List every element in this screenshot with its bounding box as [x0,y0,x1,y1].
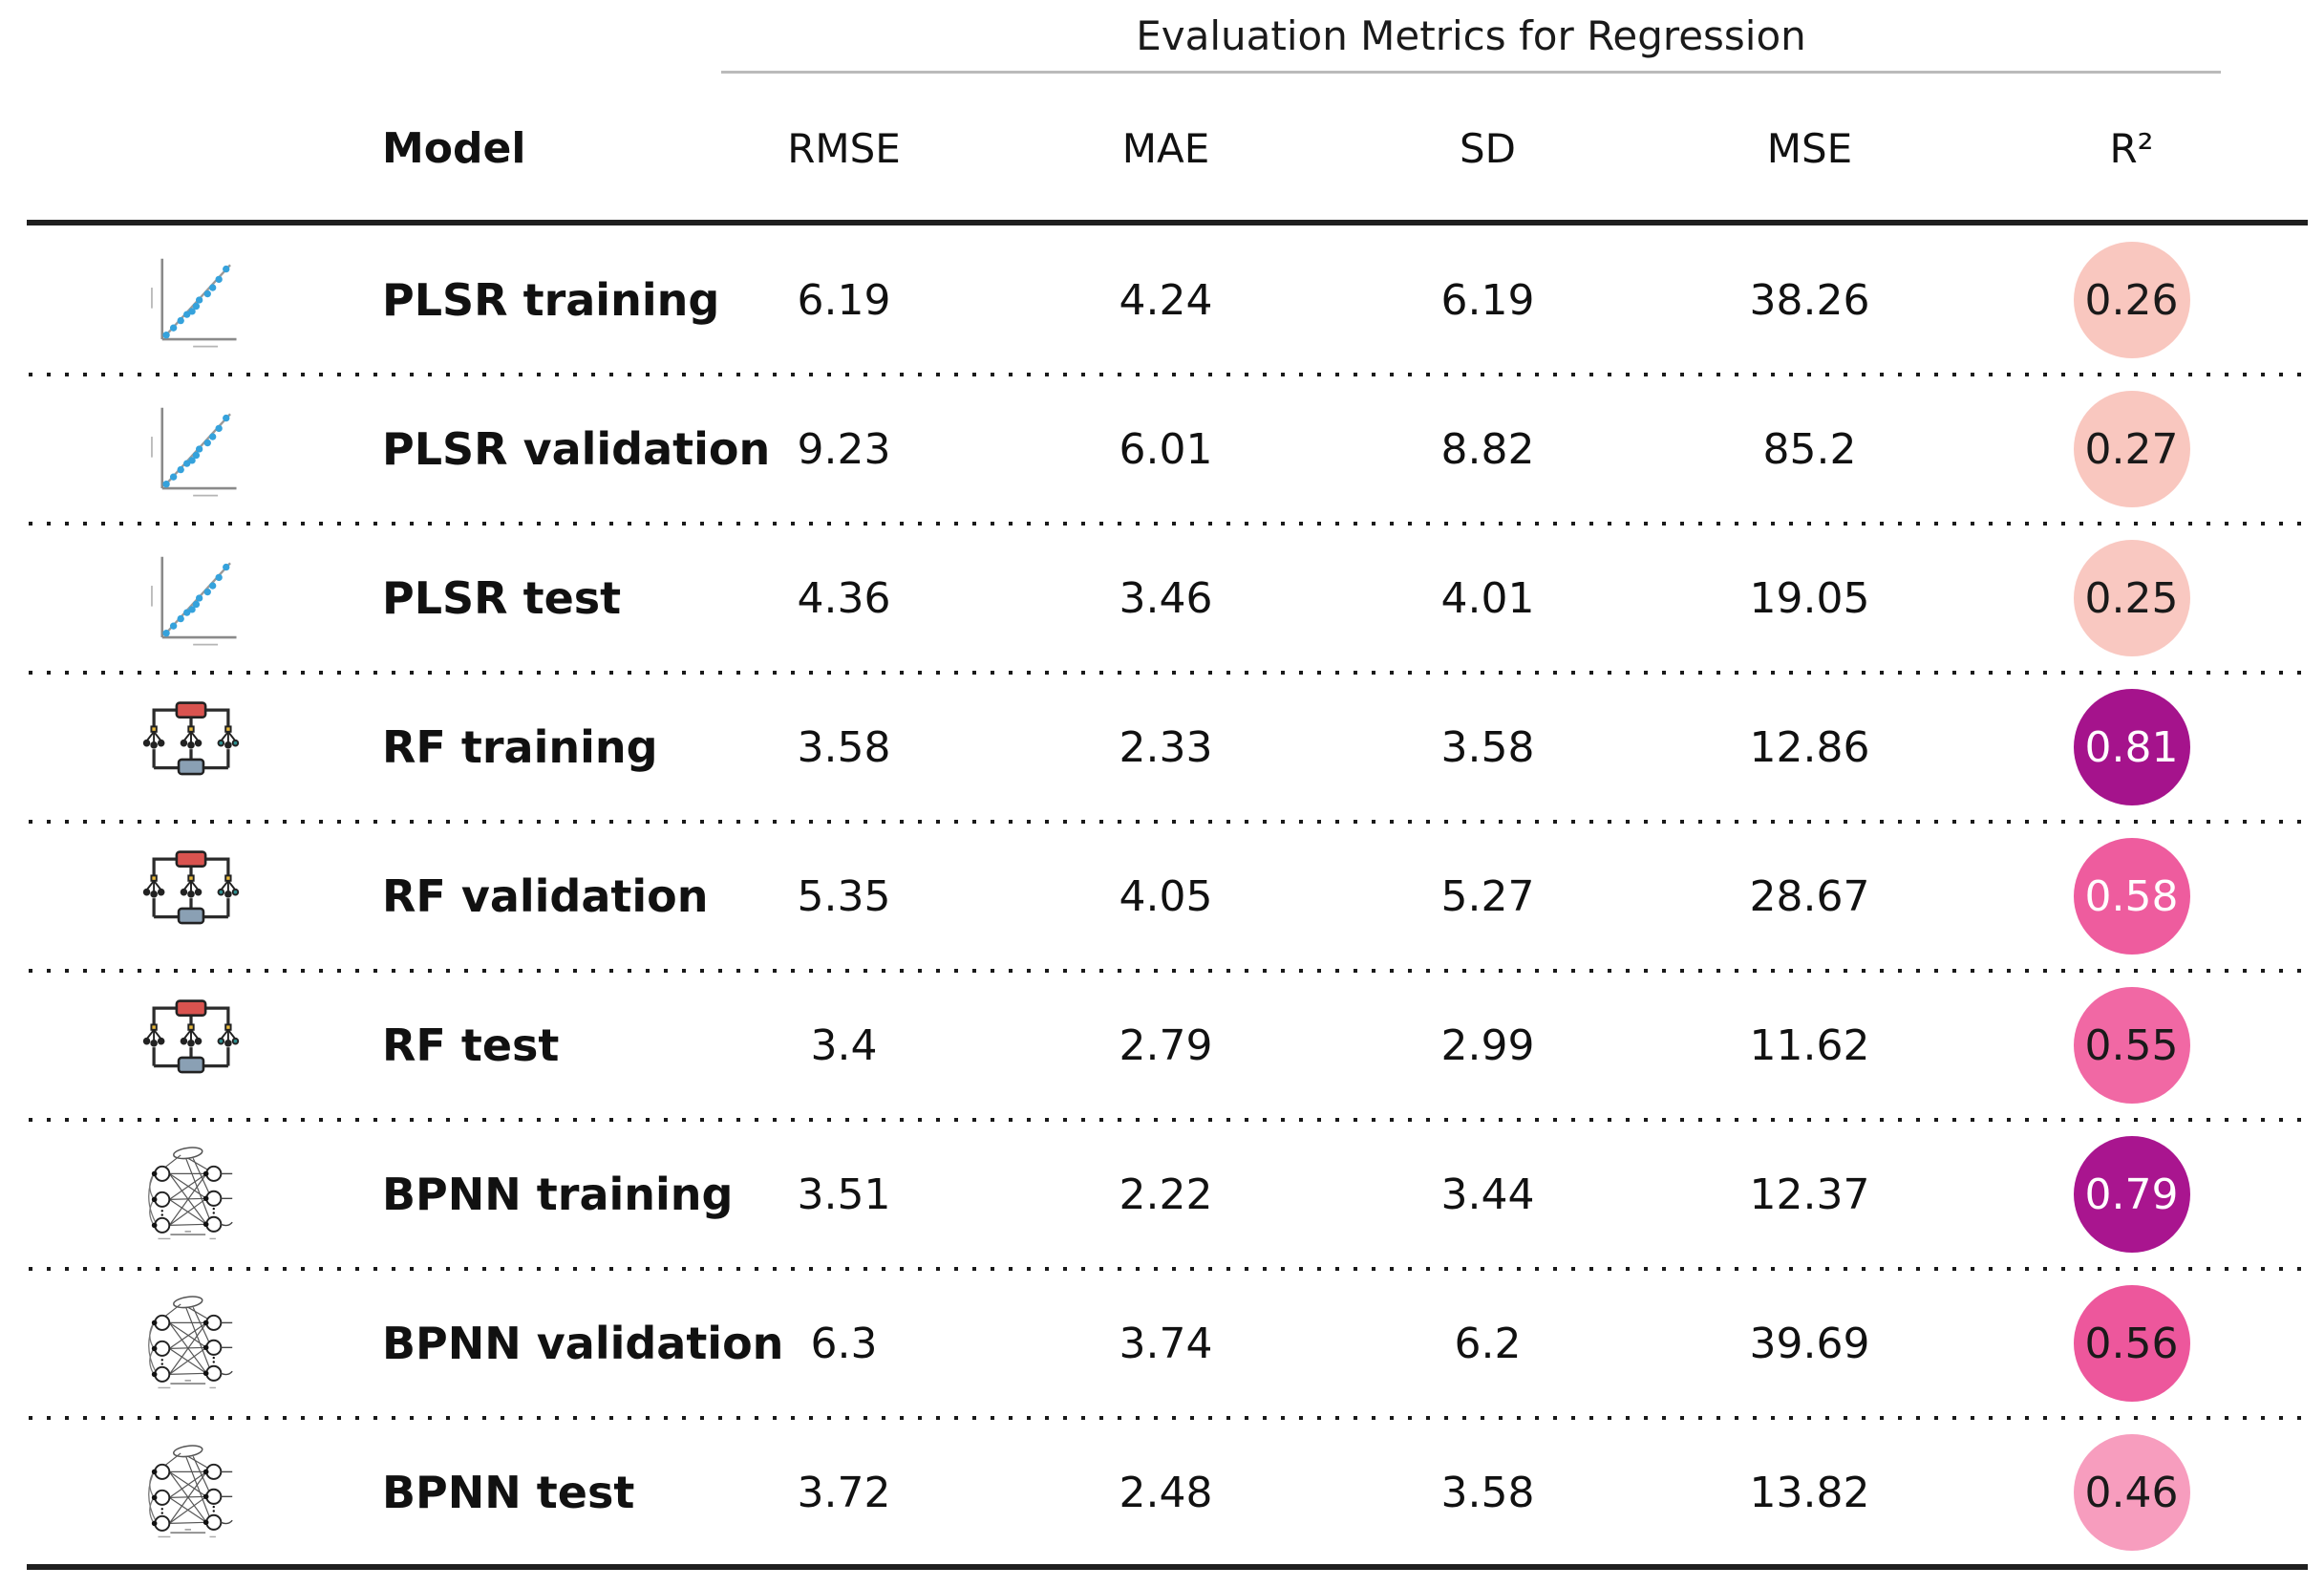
model-name: PLSR test [382,572,622,624]
mse-value: 19.05 [1749,573,1870,623]
model-name: PLSR validation [382,423,771,475]
table-row: RF test 3.4 2.79 2.99 11.62 0.55 [0,969,2324,1120]
rmse-value: 6.3 [810,1319,878,1368]
mse-value: 13.82 [1749,1468,1870,1517]
random-forest-icon [0,843,382,950]
table-row: PLSR test 4.36 3.46 4.01 19.05 0.25 [0,522,2324,673]
mse-value: 38.26 [1749,275,1870,325]
r2-cell: 0.26 [1971,242,2292,358]
r2-cell: 0.46 [1971,1434,2292,1551]
model-name: RF test [382,1019,560,1071]
title-underline [721,71,2221,74]
table-row: BPNN training 3.51 2.22 3.44 12.37 0.79 [0,1118,2324,1269]
sd-value: 8.82 [1440,424,1535,474]
scatter-plot-icon [0,247,382,354]
rmse-value: 3.51 [797,1170,891,1219]
model-name: BPNN test [382,1467,635,1518]
table-bottom-line [27,1564,2308,1570]
mse-value: 11.62 [1749,1020,1870,1070]
model-name: BPNN training [382,1169,734,1220]
sd-value: 6.19 [1440,275,1535,325]
header-row: Model RMSE MAE SD MSE R² [0,74,2324,223]
mae-value: 4.05 [1119,871,1213,921]
r2-cell: 0.27 [1971,391,2292,507]
table-row: BPNN test 3.72 2.48 3.58 13.82 0.46 [0,1416,2324,1567]
neural-network-icon [0,1439,382,1546]
header-divider-line [27,220,2308,225]
column-header-model: Model [382,123,526,173]
mse-value: 12.37 [1749,1170,1870,1219]
table-row: PLSR validation 9.23 6.01 8.82 85.2 0.27 [0,373,2324,524]
r2-badge: 0.25 [2073,540,2190,656]
r2-cell: 0.58 [1971,838,2292,955]
mae-value: 4.24 [1119,275,1213,325]
mae-value: 3.74 [1119,1319,1213,1368]
column-header-sd: SD [1459,124,1516,172]
table-row: RF validation 5.35 4.05 5.27 28.67 0.58 [0,820,2324,971]
table-row: PLSR training 6.19 4.24 6.19 38.26 0.26 [0,225,2324,375]
sd-value: 3.58 [1440,1468,1535,1517]
mse-value: 12.86 [1749,722,1870,772]
table-row: BPNN validation 6.3 3.74 6.2 39.69 0.56 [0,1267,2324,1418]
rmse-value: 3.58 [797,722,891,772]
mae-value: 2.33 [1119,722,1213,772]
r2-cell: 0.81 [1971,689,2292,805]
column-header-r2: R² [2109,124,2154,172]
rmse-value: 6.19 [797,275,891,325]
rmse-value: 3.4 [810,1020,878,1070]
r2-badge: 0.79 [2073,1136,2190,1253]
rmse-value: 3.72 [797,1468,891,1517]
model-name: BPNN validation [382,1318,784,1369]
sd-value: 2.99 [1440,1020,1535,1070]
table-title: Evaluation Metrics for Regression [1136,12,1806,59]
random-forest-icon [0,992,382,1099]
scatter-plot-icon [0,396,382,503]
mse-value: 39.69 [1749,1319,1870,1368]
column-header-rmse: RMSE [787,124,901,172]
rmse-value: 5.35 [797,871,891,921]
scatter-plot-icon [0,545,382,652]
r2-cell: 0.79 [1971,1136,2292,1253]
column-header-mse: MSE [1766,124,1853,172]
r2-badge: 0.46 [2073,1434,2190,1551]
r2-badge: 0.58 [2073,838,2190,955]
neural-network-icon [0,1141,382,1248]
model-name: PLSR training [382,274,720,326]
r2-badge: 0.55 [2073,987,2190,1104]
r2-cell: 0.25 [1971,540,2292,656]
random-forest-icon [0,694,382,801]
model-name: RF training [382,721,658,773]
mae-value: 2.79 [1119,1020,1213,1070]
sd-value: 3.44 [1440,1170,1535,1219]
column-header-mae: MAE [1121,124,1210,172]
r2-badge: 0.27 [2073,391,2190,507]
r2-badge: 0.81 [2073,689,2190,805]
mae-value: 3.46 [1119,573,1213,623]
mse-value: 85.2 [1762,424,1857,474]
mae-value: 2.22 [1119,1170,1213,1219]
neural-network-icon [0,1290,382,1397]
r2-badge: 0.26 [2073,242,2190,358]
sd-value: 5.27 [1440,871,1535,921]
r2-badge: 0.56 [2073,1285,2190,1402]
mse-value: 28.67 [1749,871,1870,921]
model-name: RF validation [382,870,709,922]
mae-value: 6.01 [1119,424,1213,474]
r2-cell: 0.56 [1971,1285,2292,1402]
table-row: RF training 3.58 2.33 3.58 12.86 0.81 [0,671,2324,822]
rmse-value: 9.23 [797,424,891,474]
sd-value: 3.58 [1440,722,1535,772]
table-body: PLSR training 6.19 4.24 6.19 38.26 0.26 PLSR … [0,225,2324,1567]
mae-value: 2.48 [1119,1468,1213,1517]
r2-cell: 0.55 [1971,987,2292,1104]
rmse-value: 4.36 [797,573,891,623]
sd-value: 4.01 [1440,573,1535,623]
sd-value: 6.2 [1454,1319,1522,1368]
